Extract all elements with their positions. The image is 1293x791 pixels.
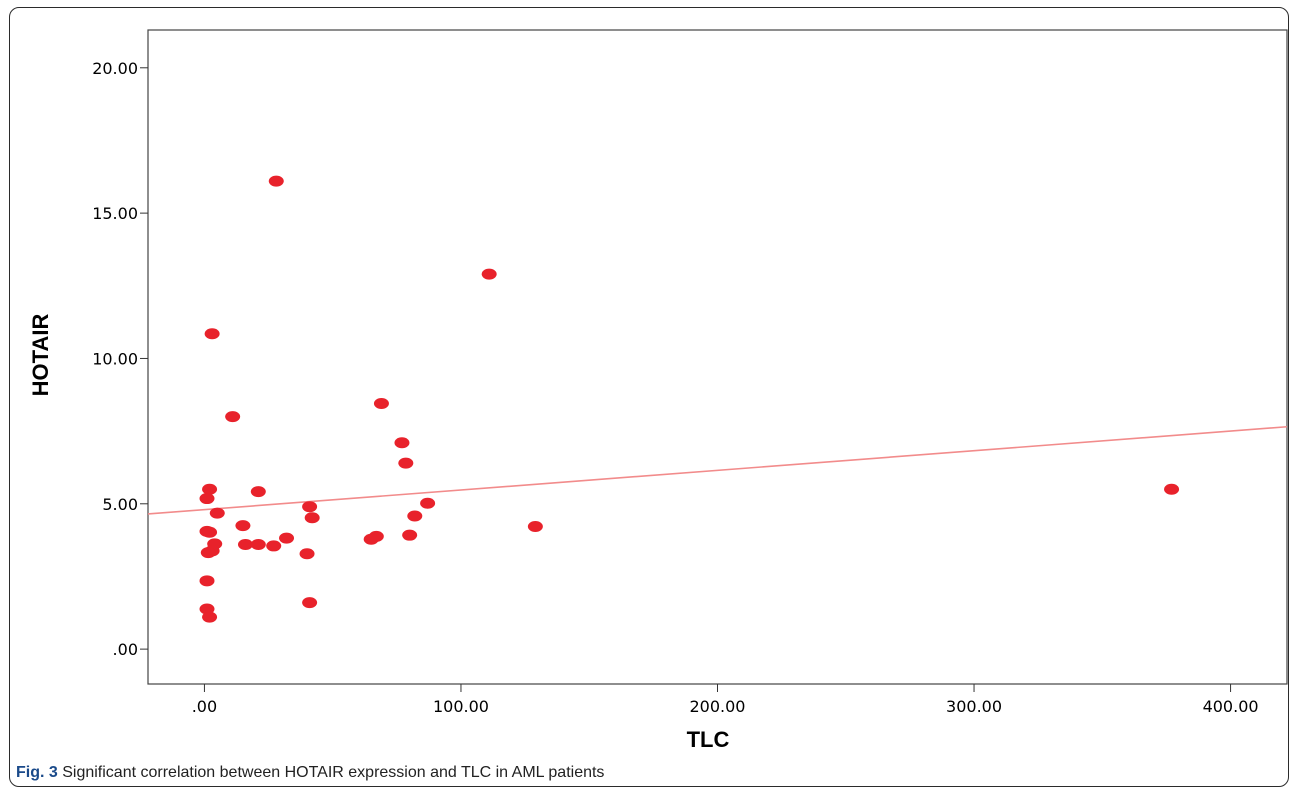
- data-point: [202, 526, 218, 538]
- scatter-chart: .00 100.00 200.00 300.00 400.00 .00 5.00 10.00…: [28, 29, 1288, 752]
- plot-area: [147, 29, 1288, 685]
- x-tick-label: 200.00: [690, 697, 746, 716]
- data-point: [407, 510, 423, 522]
- data-point: [299, 548, 315, 560]
- x-tick-label: .00: [192, 697, 217, 716]
- data-point: [250, 486, 266, 498]
- y-axis-title: HOTAIR: [28, 314, 53, 397]
- data-points: [199, 175, 1180, 623]
- data-point: [302, 597, 318, 609]
- data-point: [268, 175, 284, 187]
- plot-frame: [147, 29, 1288, 685]
- figure-caption: Fig. 3 Significant correlation between H…: [16, 764, 604, 782]
- y-tick-label: 5.00: [102, 495, 138, 514]
- data-point: [237, 538, 253, 550]
- data-point: [304, 512, 320, 524]
- y-tick-label: .00: [113, 640, 138, 659]
- x-axis-title: TLC: [687, 727, 730, 752]
- fit-line: [147, 425, 1288, 515]
- data-point: [302, 501, 318, 513]
- data-point: [1164, 483, 1180, 495]
- figure-label: Fig. 3: [16, 764, 58, 781]
- data-point: [209, 507, 225, 519]
- data-point: [363, 533, 379, 545]
- y-axis: .00 5.00 10.00 15.00 20.00: [92, 59, 148, 659]
- y-tick-label: 15.00: [92, 204, 138, 223]
- data-point: [225, 411, 241, 423]
- data-point: [402, 529, 418, 541]
- data-point: [204, 328, 220, 340]
- caption-text: Significant correlation between HOTAIR e…: [57, 764, 605, 781]
- data-point: [394, 437, 410, 449]
- data-point: [481, 268, 497, 280]
- data-point: [200, 547, 216, 559]
- x-tick-label: 400.00: [1203, 697, 1259, 716]
- data-point: [527, 520, 543, 532]
- data-point: [420, 497, 436, 509]
- data-point: [202, 611, 218, 623]
- x-tick-label: 100.00: [433, 697, 489, 716]
- data-point: [199, 493, 215, 505]
- data-point: [202, 483, 218, 495]
- data-point: [373, 398, 389, 410]
- y-tick-label: 20.00: [92, 59, 138, 78]
- data-point: [199, 575, 215, 587]
- data-point: [398, 457, 414, 469]
- x-axis: .00 100.00 200.00 300.00 400.00: [192, 684, 1259, 716]
- data-point: [250, 538, 266, 550]
- data-point: [235, 520, 251, 532]
- data-point: [266, 540, 282, 552]
- data-point: [279, 532, 295, 544]
- fit-line-layer: [147, 425, 1288, 515]
- y-tick-label: 10.00: [92, 349, 138, 368]
- x-tick-label: 300.00: [946, 697, 1002, 716]
